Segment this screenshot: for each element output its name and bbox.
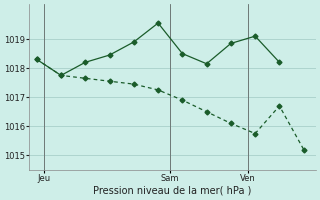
X-axis label: Pression niveau de la mer( hPa ): Pression niveau de la mer( hPa ): [93, 186, 252, 196]
